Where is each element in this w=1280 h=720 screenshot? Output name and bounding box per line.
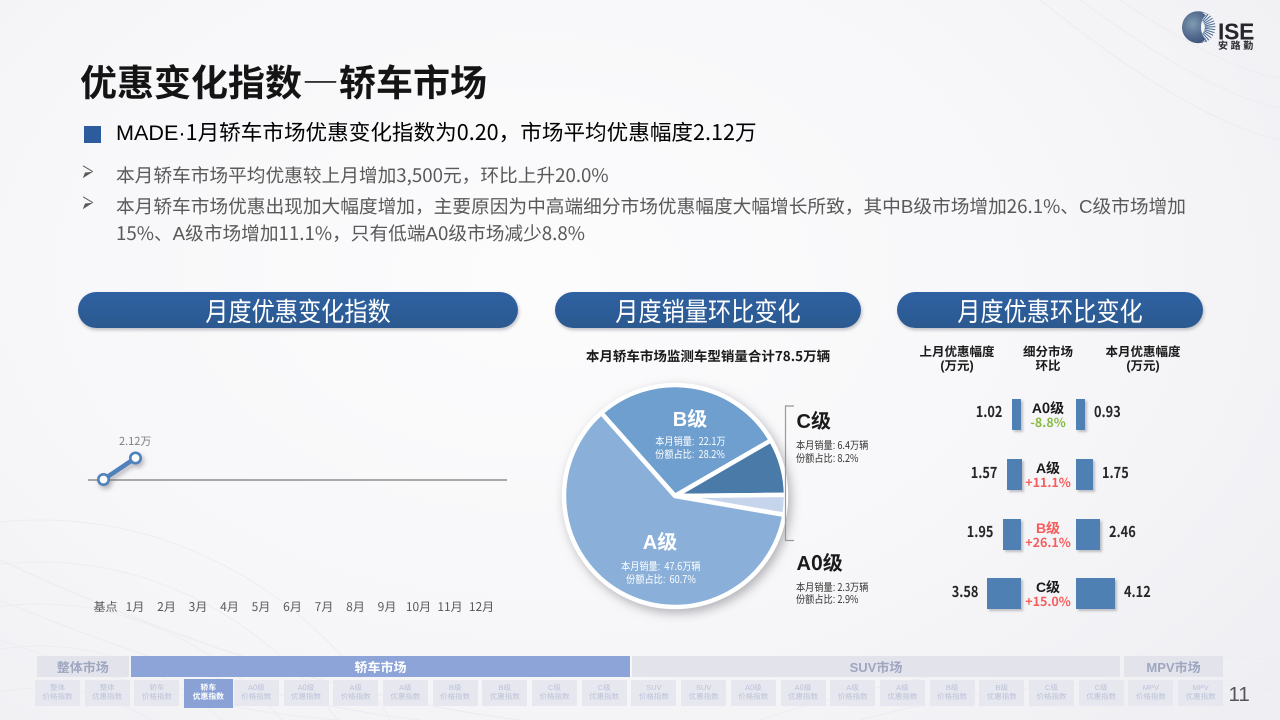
svg-text:安路勤: 安路勤 <box>1218 37 1256 52</box>
svg-text:ISE: ISE <box>1218 19 1254 45</box>
